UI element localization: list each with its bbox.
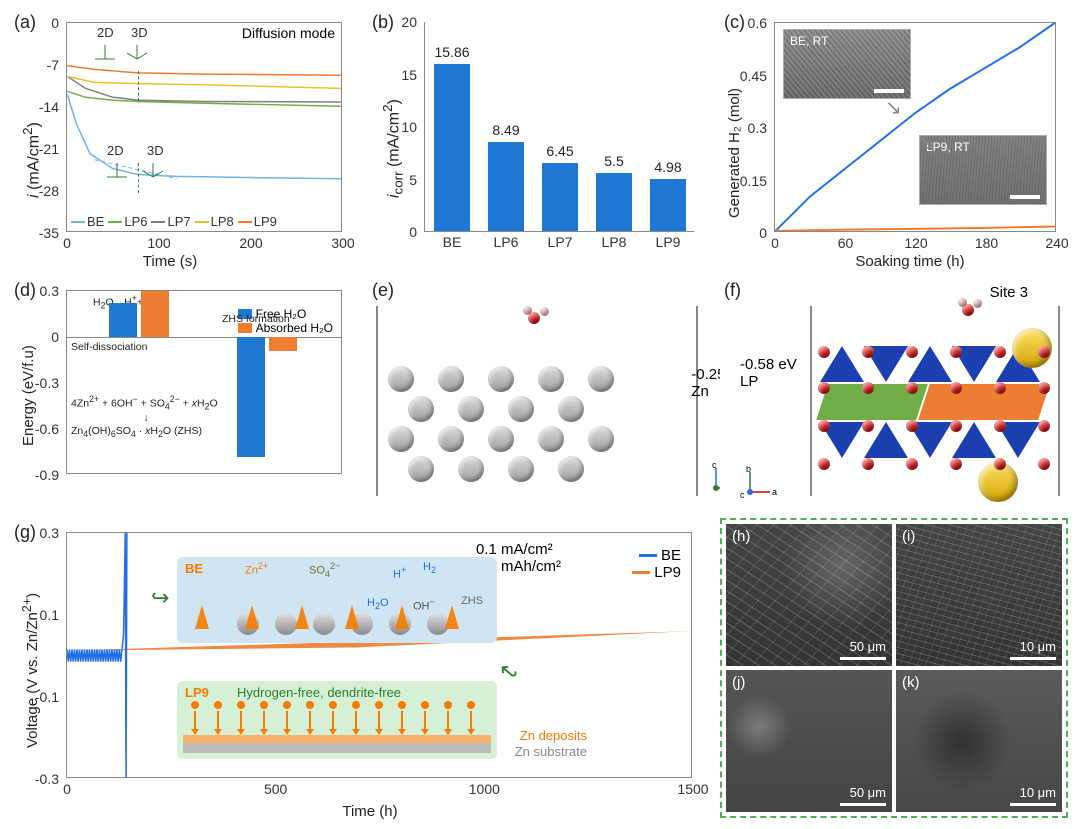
sem-j: (j) 50 μm: [726, 670, 892, 812]
c-inset-lp9: LP9, RT: [919, 135, 1047, 205]
d-zero-line: [67, 337, 341, 338]
sublabel-c: (c): [724, 12, 745, 33]
g-be-h2: H2: [423, 561, 436, 575]
sublabel-b: (b): [372, 12, 394, 33]
sem-h-label: (h): [732, 528, 750, 545]
c-inset-be-label: BE, RT: [790, 34, 828, 48]
d-group-self: Self-dissociation: [71, 341, 147, 353]
g-be-h2o: H2O: [367, 597, 389, 611]
sem-grid: (h) 50 μm (i) 10 μm (j) 50 μm (k) 10 μm: [720, 518, 1068, 818]
a-diffusion-mode: Diffusion mode: [242, 25, 335, 41]
sublabel-a: (a): [14, 12, 36, 33]
c-arrow-be: ↘: [885, 95, 902, 120]
c-xlabel: Soaking time (h): [855, 253, 964, 270]
sem-i: (i) 10 μm: [896, 524, 1062, 666]
e-water-H2: [540, 307, 549, 316]
panel-b: (b) 0510152015.86BE8.49LP66.45LP75.5LP84…: [368, 8, 706, 268]
f-axis-triad: a b c: [740, 466, 780, 500]
f-mid-orange: [918, 384, 1050, 420]
legend-a: BELP6LP7LP8LP9: [71, 214, 277, 229]
svg-text:a: a: [772, 487, 777, 497]
plot-c: BE, RT LP9, RT ↘ ↘ 00.150.30.450.6060120…: [774, 22, 1056, 232]
sem-k-label: (k): [902, 674, 920, 691]
g-inset-lp9: LP9 Hydrogen-free, dendrite-free Zn depo…: [177, 681, 497, 759]
svg-text:c: c: [712, 462, 717, 470]
g-xlabel: Time (h): [342, 803, 397, 820]
sem-i-scale: 10 μm: [1020, 639, 1056, 654]
c-inset-be: BE, RT: [783, 29, 911, 99]
c-arrow-lp9: ↘: [918, 130, 935, 155]
f-water-H-1: [958, 298, 967, 307]
f-frame: [810, 306, 1060, 496]
svg-text:b: b: [746, 466, 751, 474]
plot-b: 0510152015.86BE8.49LP66.45LP75.5LP84.98L…: [424, 22, 694, 232]
g-be-so4: SO42−: [309, 561, 340, 579]
sublabel-d: (d): [14, 280, 36, 301]
e-frame: -0.25 eV Zn a c b: [376, 306, 698, 496]
g-ylabel: Voltage (V vs. Zn/Zn2+): [20, 593, 41, 748]
a-transition-dash-bot: [138, 163, 139, 193]
f-site-label: Site 3: [990, 284, 1028, 301]
c-ylabel: Generated H₂ (mol): [726, 88, 743, 218]
g-lp9-substrate: [183, 743, 491, 753]
panel-d: (d) Free H₂O Absorbed H₂O H2O→H++OH− ZHS…: [10, 276, 355, 506]
a-3d-label-top: 3D: [131, 25, 148, 40]
g-be-oh: OH−: [413, 597, 435, 613]
g-lp9-dep-label: Zn deposits: [520, 728, 587, 743]
sublabel-e: (e): [372, 280, 394, 301]
f-water-H-2: [973, 299, 982, 308]
g-leg-lp9: LP9: [654, 564, 681, 581]
a-xlabel: Time (s): [143, 253, 197, 270]
sem-h: (h) 50 μm: [726, 524, 892, 666]
g-lp9-caption: Hydrogen-free, dendrite-free: [237, 685, 401, 700]
d-group-zhs: ZHS formation: [222, 313, 290, 325]
legend-g: BE LP9: [632, 547, 681, 581]
g-arrow-be: ↪: [151, 585, 169, 611]
panel-a: (a) 2D 3D Diffusion mode 2D 3D BELP6LP7L…: [10, 8, 355, 268]
g-be-zn2: Zn2+: [245, 561, 268, 577]
plot-g: 0.1 mA/cm² 0.1 mAh/cm² BE LP9 BE Zn2+ SO…: [66, 532, 692, 778]
a-ylabel: i (mA/cm2): [20, 122, 43, 198]
sem-i-label: (i): [902, 528, 915, 545]
panel-g: (g) 0.1 mA/cm² 0.1 mAh/cm² BE LP9 BE Zn2…: [10, 518, 706, 818]
g-be-zhs: ZHS: [461, 595, 483, 607]
sem-k: (k) 10 μm: [896, 670, 1062, 812]
panel-c: (c) BE, RT LP9, RT ↘ ↘ 00.150.30.450.606…: [720, 8, 1068, 268]
d-rxn-bottom: 4Zn2+ + 6OH− + SO42− + xH2O ↓ Zn4(OH)6SO…: [71, 394, 221, 439]
sublabel-f: (f): [724, 280, 741, 301]
plot-d: Free H₂O Absorbed H₂O H2O→H++OH− ZHS for…: [66, 290, 342, 474]
g-be-h: H+: [393, 565, 406, 581]
sem-h-scale: 50 μm: [850, 639, 886, 654]
g-leg-be: BE: [661, 547, 681, 564]
a-transition-dash-top: [138, 71, 139, 101]
sublabel-g: (g): [14, 522, 36, 543]
d-ylabel: Energy (eV/f.u): [20, 345, 37, 446]
plot-a: 2D 3D Diffusion mode 2D 3D BELP6LP7LP8LP…: [66, 22, 342, 232]
f-energy-el: LP: [740, 373, 797, 390]
a-mode-arrows-top: [93, 39, 153, 63]
g-inset-be: BE Zn2+ SO42− H+ H2 H2O OH− ZHS: [177, 557, 497, 643]
g-lp9-deposit: [183, 735, 491, 743]
svg-text:c: c: [740, 490, 745, 500]
b-ylabel: icorr (mA/cm2): [380, 99, 406, 198]
g-inset-lp9-title: LP9: [185, 685, 209, 700]
sem-j-label: (j): [732, 674, 745, 691]
f-energy-val: -0.58 eV: [740, 356, 797, 373]
panel-hk: (h) 50 μm (i) 10 μm (j) 50 μm (k) 10 μm: [720, 518, 1068, 818]
sem-j-scale: 50 μm: [850, 785, 886, 800]
sem-k-scale: 10 μm: [1020, 785, 1056, 800]
f-energy: -0.58 eV LP: [740, 356, 797, 390]
g-cond-0: 0.1 mA/cm²: [476, 541, 561, 558]
panel-e: (e) -0.25 eV Zn a c b: [368, 276, 706, 506]
panel-f: (f) Site 3 -0.58 eV LP a b c: [720, 276, 1068, 506]
g-inset-be-title: BE: [185, 561, 203, 576]
g-lp9-sub-label: Zn substrate: [515, 744, 587, 759]
e-water-H1: [523, 306, 532, 315]
a-2d-label-top: 2D: [97, 25, 114, 40]
